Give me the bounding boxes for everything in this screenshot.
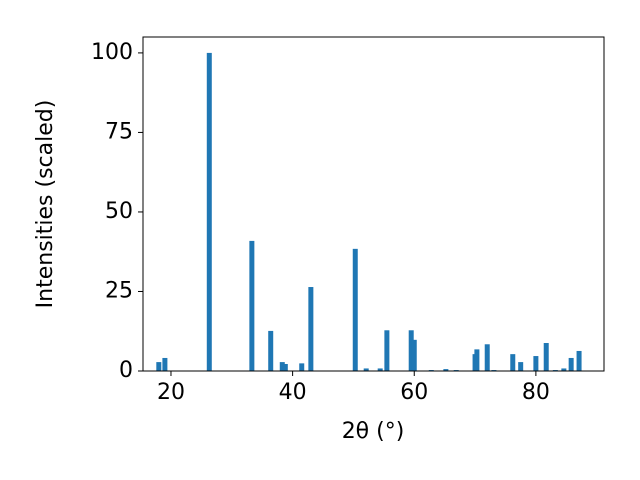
bar: [576, 350, 582, 371]
x-tick-label: 40: [279, 380, 307, 405]
y-tick-label: 0: [119, 358, 133, 383]
bar: [268, 330, 274, 371]
bar: [162, 357, 168, 371]
y-axis-label: Intensities (scaled): [33, 100, 58, 309]
bar: [206, 52, 212, 372]
bar: [518, 362, 524, 371]
bar: [308, 287, 314, 371]
bar: [377, 368, 383, 371]
bar: [249, 240, 255, 371]
bar: [411, 339, 417, 371]
bar: [568, 357, 574, 371]
bar: [384, 330, 390, 371]
bar: [279, 362, 285, 371]
bar: [156, 362, 162, 371]
bar: [543, 343, 549, 371]
bar: [363, 368, 369, 371]
y-tick-label: 25: [105, 278, 133, 303]
bar: [408, 330, 414, 371]
bar: [484, 344, 490, 371]
bar: [352, 248, 358, 371]
x-tick-label: 20: [157, 380, 185, 405]
bar: [282, 364, 288, 371]
x-axis-label: 2θ (°): [342, 419, 405, 444]
y-tick-label: 75: [105, 119, 133, 144]
y-tick-label: 50: [105, 199, 133, 224]
bar: [299, 363, 305, 371]
x-tick-label: 80: [522, 380, 550, 405]
bar: [561, 368, 567, 371]
bar: [510, 354, 516, 371]
bar: [533, 356, 539, 371]
x-tick-label: 60: [400, 380, 428, 405]
bar: [443, 369, 449, 371]
y-tick-label: 100: [91, 40, 133, 65]
plot-frame: [142, 36, 605, 372]
bar: [474, 349, 480, 371]
